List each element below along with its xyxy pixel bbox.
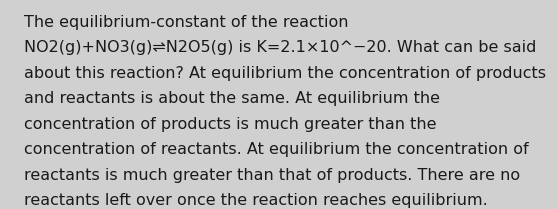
Text: and reactants is about the same. At equilibrium the: and reactants is about the same. At equi… <box>23 91 440 106</box>
Text: NO2(g)+NO3(g)⇌N2O5(g) is K=2.1×10^−20. What can be said: NO2(g)+NO3(g)⇌N2O5(g) is K=2.1×10^−20. W… <box>23 40 536 55</box>
Text: about this reaction? At equilibrium the concentration of products: about this reaction? At equilibrium the … <box>23 66 546 81</box>
Text: The equilibrium-constant of the reaction: The equilibrium-constant of the reaction <box>23 15 348 30</box>
Text: concentration of reactants. At equilibrium the concentration of: concentration of reactants. At equilibri… <box>23 142 528 157</box>
Text: reactants left over once the reaction reaches equilibrium.: reactants left over once the reaction re… <box>23 193 487 208</box>
Text: concentration of products is much greater than the: concentration of products is much greate… <box>23 117 436 131</box>
Text: reactants is much greater than that of products. There are no: reactants is much greater than that of p… <box>23 168 519 182</box>
